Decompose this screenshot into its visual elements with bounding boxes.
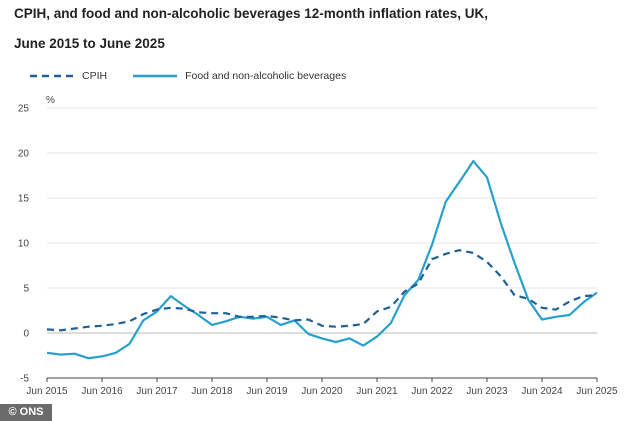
- x-axis: Jun 2015 Jun 2016 Jun 2017 Jun 2018 Jun 2019…: [26, 377, 618, 397]
- x-tick-label: Jun 2017: [136, 386, 178, 397]
- legend-label-cpih: CPIH: [82, 70, 108, 82]
- x-tick-label: Jun 2025: [576, 386, 618, 397]
- chart-title-line1: CPIH, and food and non-alcoholic beverag…: [14, 6, 489, 21]
- x-tick-label: Jun 2023: [466, 386, 508, 397]
- x-tick-label: Jun 2022: [411, 386, 453, 397]
- x-tick-label: Jun 2016: [81, 386, 123, 397]
- y-tick-label: -5: [20, 374, 29, 385]
- series-line-cpih: [46, 249, 598, 332]
- y-tick-label: 0: [23, 329, 29, 340]
- legend: CPIH Food and non-alcoholic beverages: [28, 70, 370, 82]
- legend-label-food: Food and non-alcoholic beverages: [185, 70, 347, 82]
- chart-title-line2: June 2015 to June 2025: [14, 36, 165, 51]
- x-tick-label: Jun 2024: [521, 386, 563, 397]
- ons-credit: © ONS: [0, 404, 52, 421]
- legend-swatch-food: [133, 74, 178, 78]
- y-tick-label: 10: [18, 239, 30, 250]
- y-tick-label: 5: [23, 284, 29, 295]
- x-tick-label: Jun 2018: [191, 386, 233, 397]
- series-line-food-and-non-alcoholic-beverages: [46, 160, 598, 360]
- y-axis-ticks: -5 0 5 10 15 20 25: [18, 104, 30, 385]
- y-tick-label: 25: [18, 104, 30, 115]
- x-tick-label: Jun 2015: [26, 386, 68, 397]
- y-tick-label: 20: [18, 149, 30, 160]
- legend-item-cpih: CPIH: [28, 70, 107, 82]
- x-tick-label: Jun 2019: [246, 386, 288, 397]
- y-tick-label: 15: [18, 194, 30, 205]
- y-axis-unit-label: %: [46, 95, 55, 106]
- x-tick-label: Jun 2021: [356, 386, 398, 397]
- series-lines: [46, 160, 598, 360]
- legend-item-food: Food and non-alcoholic beverages: [131, 70, 346, 82]
- x-tick-label: Jun 2020: [301, 386, 343, 397]
- legend-swatch-cpih: [30, 74, 74, 78]
